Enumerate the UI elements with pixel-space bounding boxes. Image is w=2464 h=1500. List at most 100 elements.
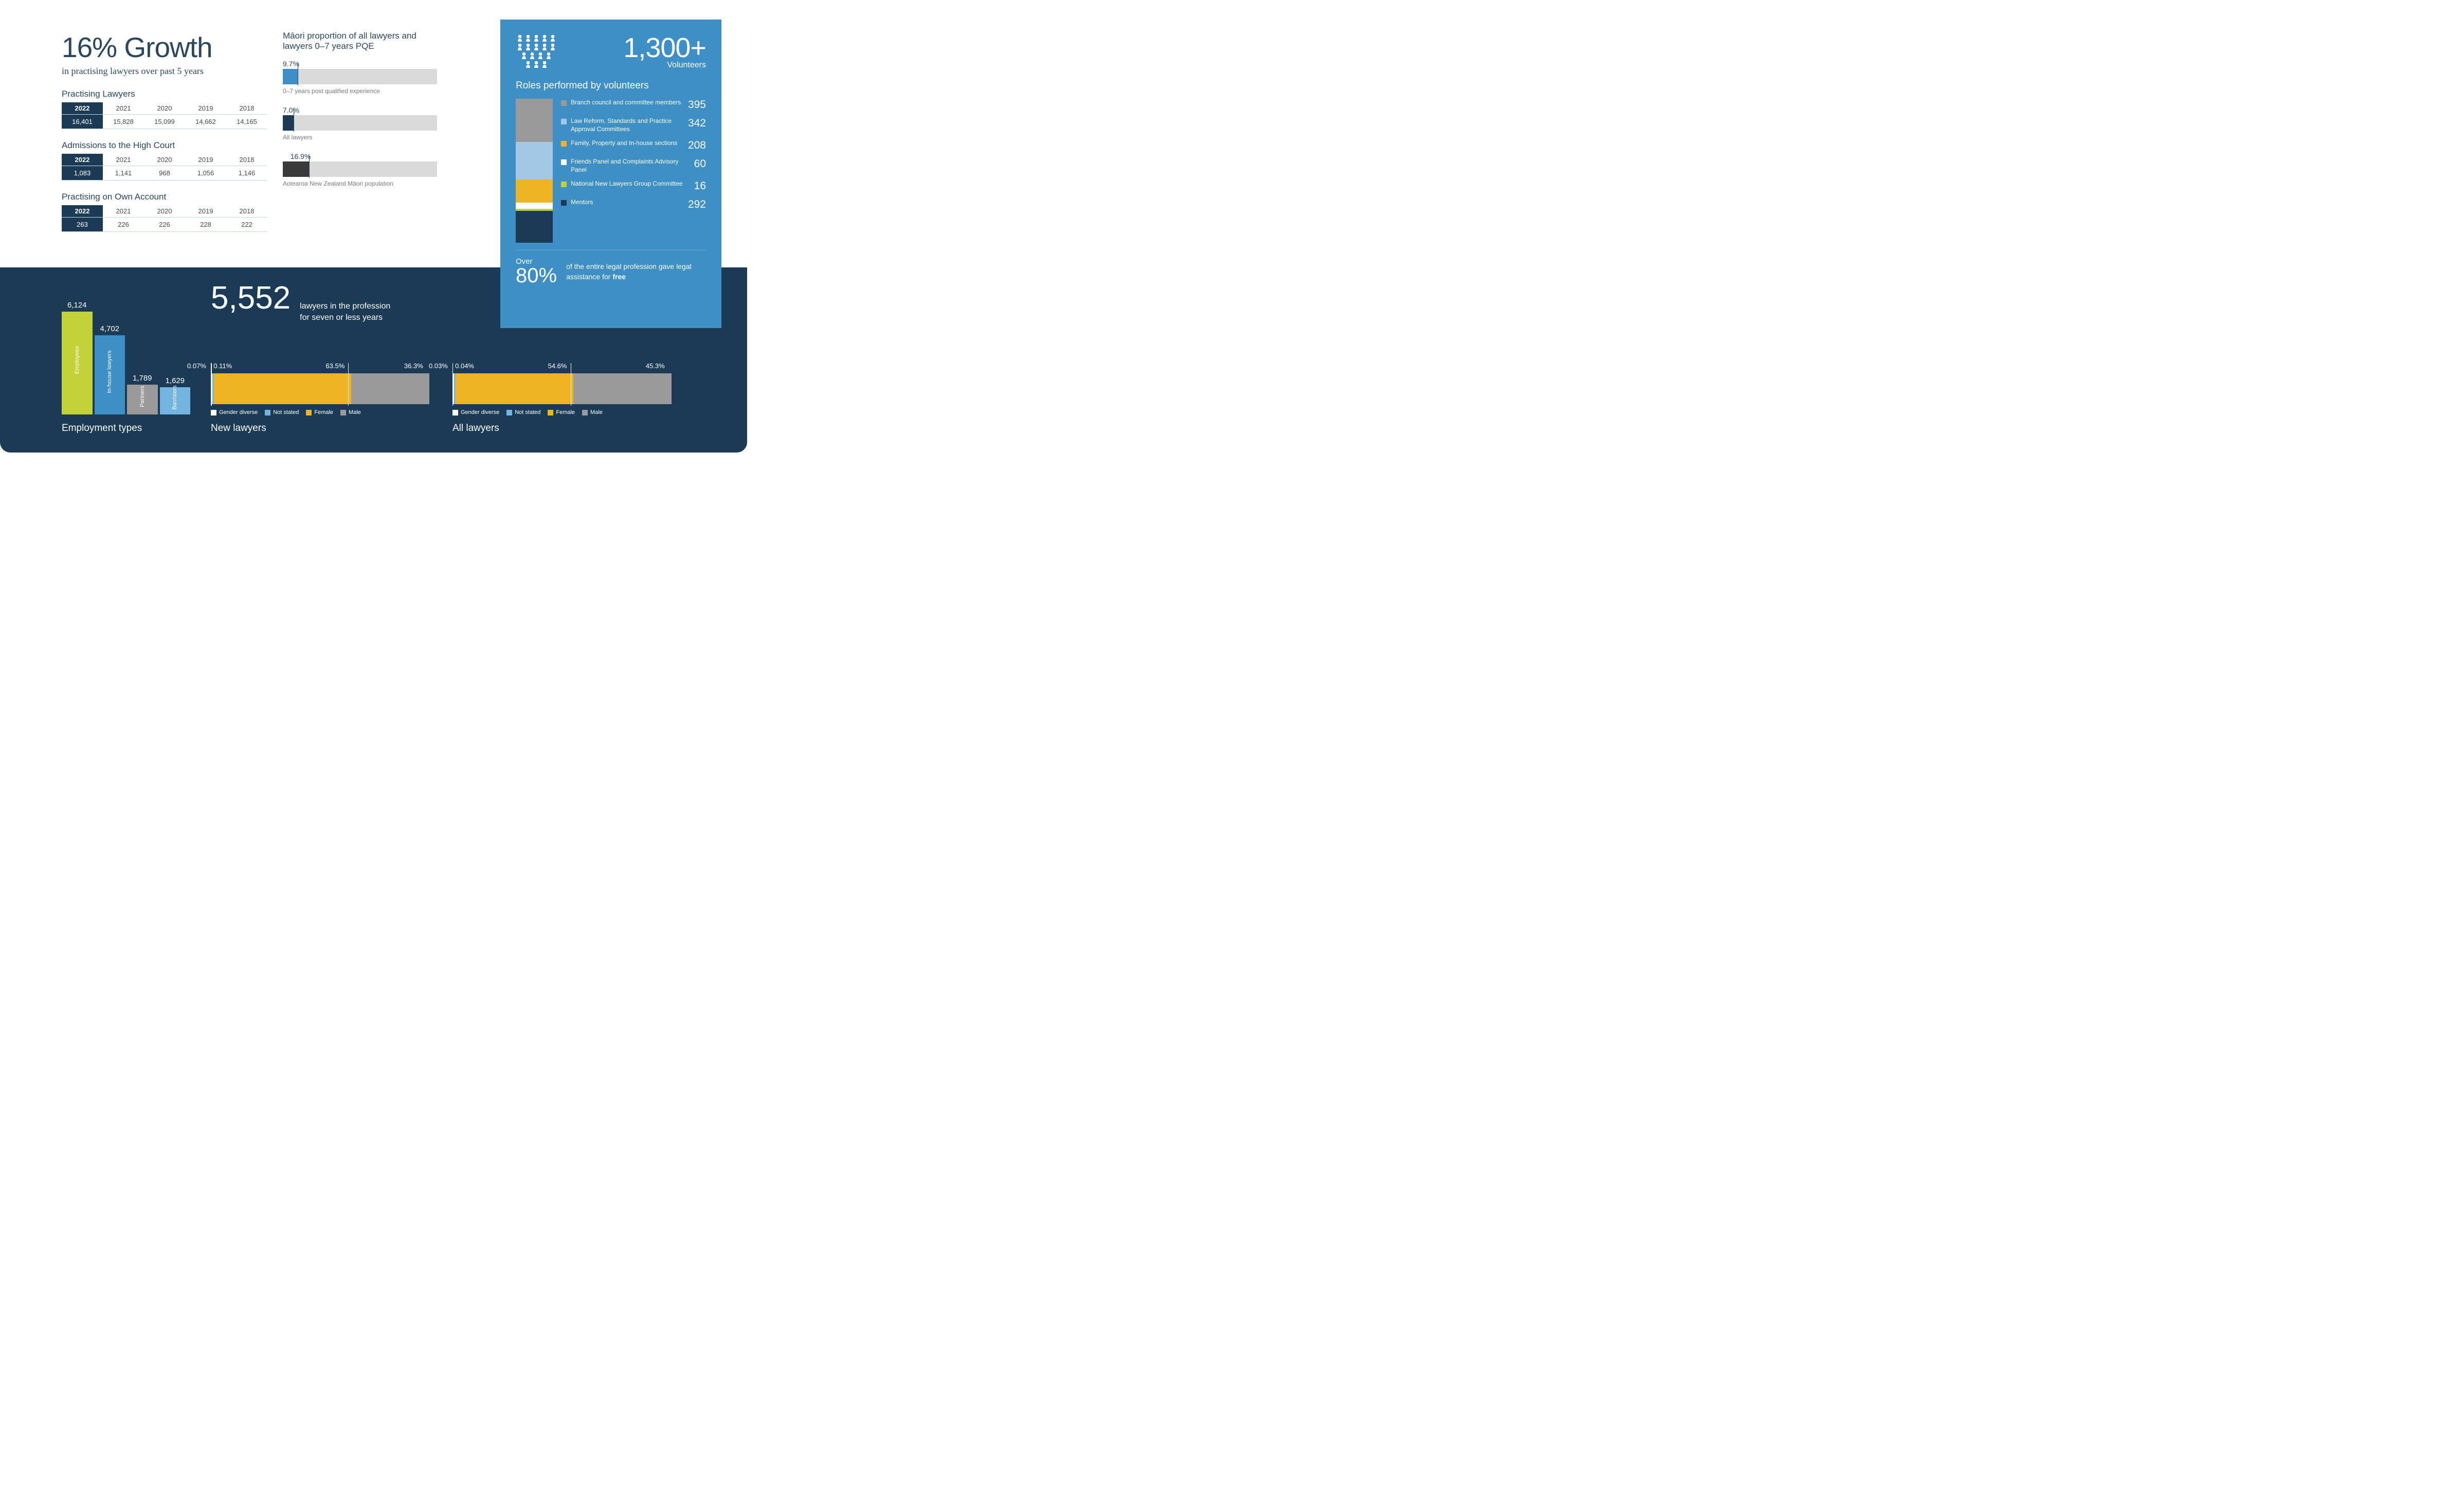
gender-title: All lawyers [452, 423, 668, 434]
growth-title: 16% Growth [62, 31, 267, 64]
legend-label: National New Lawyers Group Committee [571, 180, 690, 188]
stat-column: 20181,146 [226, 154, 267, 180]
stat-column: 2020968 [144, 154, 185, 180]
maori-track [283, 69, 437, 84]
stat-table-block: Practising Lawyers202216,401202115,82820… [62, 89, 267, 129]
gender-legend-item: Male [340, 409, 361, 415]
volunteer-legend-row: Mentors 292 [561, 198, 706, 211]
gender-percent-label: 0.04% [455, 362, 474, 370]
employment-bar-col: 1,789 Partners [127, 374, 158, 414]
employment-bar-label: Partners [139, 386, 146, 407]
gender-new-lawyers-block: 0.07%0.11%63.5%36.3%Gender diverseNot st… [211, 362, 427, 434]
stat-column: 201914,662 [185, 102, 226, 129]
legend-swatch [211, 410, 216, 415]
stat-year: 2020 [144, 205, 185, 218]
volunteer-legend-row: Law Reform, Standards and Practice Appro… [561, 117, 706, 133]
gender-divider [348, 363, 349, 406]
maori-percent-label: 9.7% [283, 60, 447, 68]
employment-bar-value: 1,789 [133, 374, 152, 383]
legend-swatch [506, 410, 512, 415]
employment-title: Employment types [62, 423, 190, 434]
employment-bar: Partners [127, 385, 158, 414]
stat-year: 2022 [62, 102, 103, 115]
growth-subtitle: in practising lawyers over past 5 years [62, 66, 267, 77]
employment-bar-value: 4,702 [100, 324, 119, 333]
eighty-percent: 80% [516, 265, 557, 286]
volunteer-legend-row: Friends Panel and Complaints Advisory Pa… [561, 158, 706, 174]
volunteer-stacked-bar [516, 99, 553, 243]
volunteer-80-text: of the entire legal profession gave lega… [566, 262, 706, 282]
stat-year: 2022 [62, 154, 103, 166]
stat-column: 2020226 [144, 205, 185, 232]
gender-legend-item: Gender diverse [211, 409, 258, 415]
legend-swatch [561, 182, 567, 187]
gender-percent-label: 45.3% [646, 362, 665, 370]
gender-percent-label: 0.11% [213, 362, 232, 370]
volunteer-header: 1,300+ Volunteers [516, 34, 706, 71]
legend-swatch [561, 141, 567, 147]
maori-bar-row: 16.9%Aotearoa New Zealand Māori populati… [283, 152, 447, 187]
legend-label: Not stated [273, 409, 299, 415]
legend-swatch [340, 410, 346, 415]
stat-year: 2018 [226, 154, 267, 166]
stat-table-block: Practising on Own Account202226320212262… [62, 192, 267, 232]
legend-swatch [265, 410, 270, 415]
stat-year: 2018 [226, 205, 267, 218]
stat-column: 20211,141 [103, 154, 144, 180]
gender-all-lawyers-block: 0.03%0.04%54.6%45.3%Gender diverseNot st… [452, 362, 668, 434]
stat-table: 202216,401202115,828202015,099201914,662… [62, 102, 267, 129]
legend-swatch [561, 119, 567, 124]
volunteer-stack-segment [516, 142, 553, 179]
stat-value: 226 [103, 218, 144, 232]
stat-year: 2018 [226, 102, 267, 115]
gender-legend-item: Gender diverse [452, 409, 499, 415]
maori-fill [283, 69, 298, 84]
volunteer-panel: 1,300+ Volunteers Roles performed by vol… [500, 20, 721, 328]
volunteer-roles-title: Roles performed by volunteers [516, 80, 706, 92]
gender-title: New lawyers [211, 423, 427, 434]
legend-label: Female [556, 409, 575, 415]
volunteer-stack-segment [516, 211, 553, 243]
legend-value: 292 [688, 198, 706, 211]
stat-table: 20222632021226202022620192282018222 [62, 205, 267, 232]
gender-divider [452, 363, 453, 406]
legend-label: Branch council and committee members [571, 99, 684, 107]
legend-value: 342 [688, 117, 706, 130]
legend-label: Female [314, 409, 333, 415]
volunteer-80-big: Over 80% [516, 258, 557, 286]
stat-value: 15,828 [103, 115, 144, 129]
legend-swatch [548, 410, 553, 415]
stat-column: 20191,056 [185, 154, 226, 180]
growth-block: 16% Growth in practising lawyers over pa… [62, 31, 267, 232]
legend-label: Mentors [571, 198, 684, 207]
legend-label: Male [590, 409, 603, 415]
volunteer-legend-row: Branch council and committee members 395 [561, 99, 706, 111]
maori-percent-label: 16.9% [283, 152, 447, 160]
employment-bar-col: 1,629Barristers [160, 376, 191, 414]
stat-value: 228 [185, 218, 226, 232]
gender-track [452, 373, 668, 404]
maori-bar-row: 9.7% 0–7 years post qualified experience [283, 60, 447, 95]
volunteer-stack-segment [516, 203, 553, 209]
volunteer-legend-row: National New Lawyers Group Committee 16 [561, 180, 706, 192]
employment-bar-col: 6,124Employees [62, 301, 93, 414]
volunteer-number: 1,300+ [569, 34, 706, 62]
employment-bar: In-house lawyers [95, 335, 125, 414]
gender-track [211, 373, 427, 404]
center-stat-text: lawyers in the professionfor seven or le… [300, 301, 390, 324]
stat-tables: Practising Lawyers202216,401202115,82820… [62, 89, 267, 232]
stat-column: 202115,828 [103, 102, 144, 129]
stat-table-block: Admissions to the High Court20221,083202… [62, 140, 267, 180]
gender-divider [211, 363, 212, 406]
legend-value: 395 [688, 99, 706, 111]
stat-column: 202216,401 [62, 102, 103, 129]
maori-bars: 9.7%0–7 years post qualified experience7… [283, 60, 447, 187]
maori-bar-label: 0–7 years post qualified experience [283, 87, 447, 95]
legend-label: Law Reform, Standards and Practice Appro… [571, 117, 684, 133]
legend-value: 16 [694, 180, 706, 192]
employment-bar-label: Barristers [172, 386, 178, 410]
gender-legend-item: Not stated [265, 409, 299, 415]
stat-value: 1,083 [62, 166, 103, 180]
stat-year: 2020 [144, 102, 185, 115]
stat-year: 2019 [185, 102, 226, 115]
